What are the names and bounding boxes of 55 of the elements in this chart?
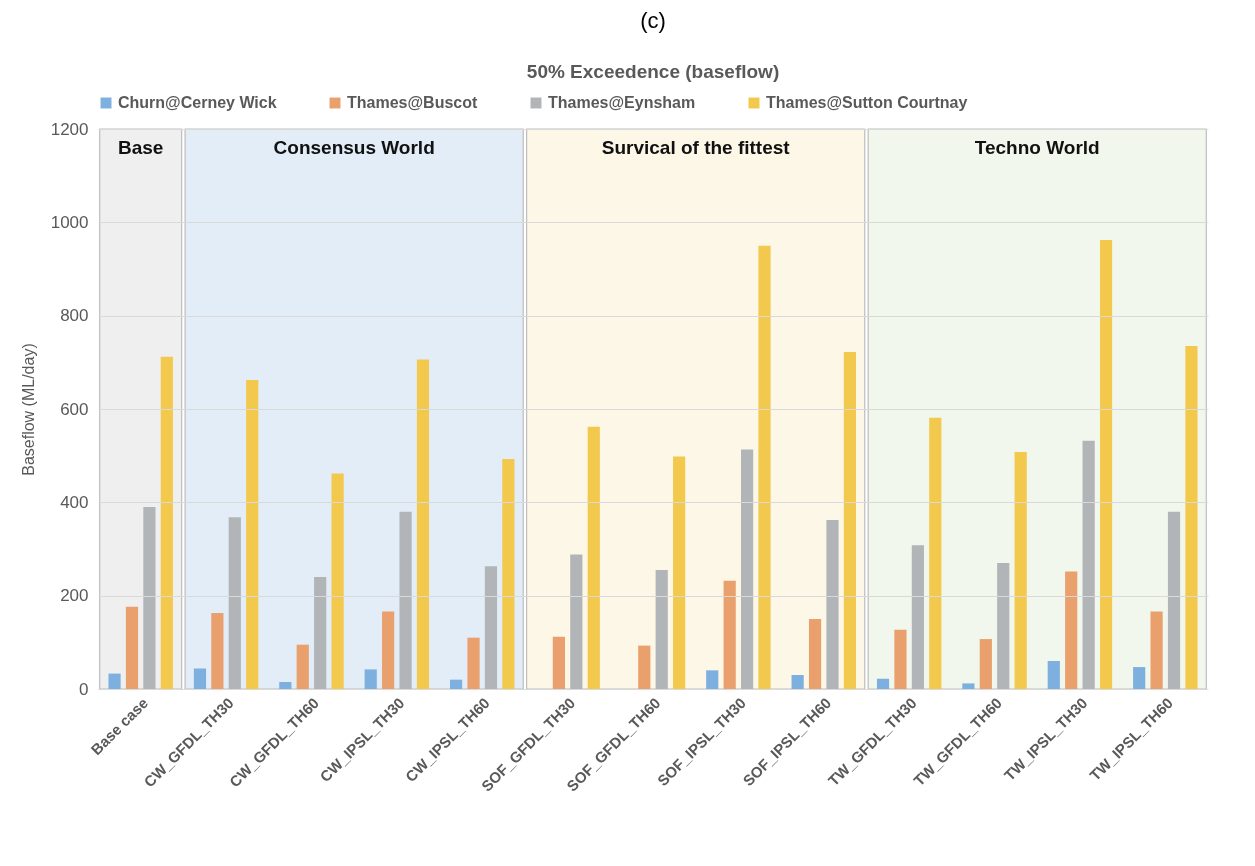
y-tick-label: 800 (60, 306, 89, 326)
bar (502, 458, 515, 689)
bar (125, 606, 139, 689)
bar (706, 670, 719, 689)
bar (808, 619, 822, 689)
bar (108, 673, 121, 689)
bar (843, 352, 857, 689)
bar (160, 356, 173, 689)
y-tick-label: 400 (60, 492, 89, 512)
bar (1150, 611, 1163, 689)
bar (638, 645, 651, 689)
bar (364, 669, 377, 689)
bar (758, 245, 771, 689)
chart-subtitle: 50% Exceedence (baseflow) (526, 61, 780, 82)
bar (193, 668, 207, 689)
y-tick-label: 1200 (50, 119, 89, 139)
band-label: Consensus World (273, 137, 435, 158)
bar (587, 426, 600, 689)
bar (382, 611, 395, 689)
bar (1185, 346, 1198, 689)
bar (876, 678, 890, 689)
bar (1133, 667, 1146, 689)
bar (723, 580, 736, 689)
bar (929, 417, 942, 689)
y-tick-label: 1000 (50, 212, 89, 232)
bar (1014, 451, 1027, 689)
bar (467, 637, 480, 689)
bar (979, 639, 992, 689)
legend-label: Thames@Sutton Courtnay (766, 94, 968, 111)
band-label: Techno World (974, 137, 1100, 158)
band-label: Base (117, 137, 164, 158)
bar (331, 473, 344, 689)
bar (1047, 661, 1060, 689)
legend-label: Thames@Buscot (347, 94, 478, 111)
legend-label: Thames@Eynsham (548, 94, 696, 111)
bar (1099, 240, 1113, 689)
y-tick-label: 600 (60, 399, 89, 419)
bar (296, 644, 309, 689)
bar (673, 456, 686, 689)
bar (791, 675, 804, 689)
bar (279, 682, 292, 689)
y-axis-title: Baseflow (ML/day) (19, 343, 37, 476)
bar (449, 679, 463, 689)
bar (416, 359, 430, 689)
chart-title: (c) (640, 8, 666, 33)
y-tick-label: 200 (60, 586, 89, 606)
band-label: Survical of the fittest (601, 137, 791, 158)
legend-label: Churn@Cerney Wick (118, 94, 277, 111)
bar (962, 683, 975, 689)
bar (246, 380, 259, 689)
bar (211, 612, 224, 689)
bar (552, 636, 565, 689)
bar (894, 629, 907, 689)
y-tick-label: 0 (79, 679, 89, 699)
bar (1065, 571, 1078, 689)
